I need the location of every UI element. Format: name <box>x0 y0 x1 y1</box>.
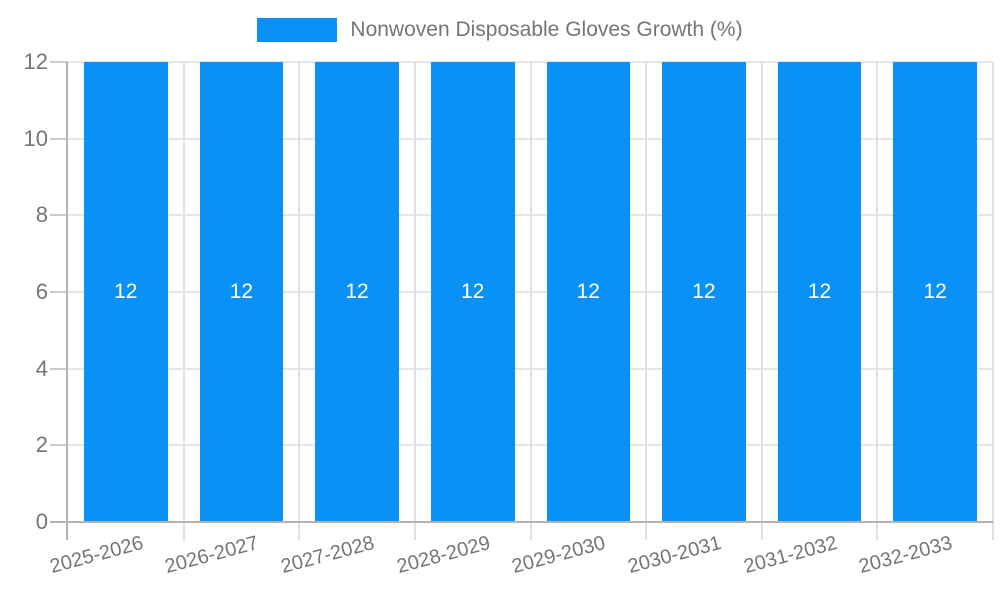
vertical-gridline <box>992 62 994 540</box>
vertical-gridline <box>760 62 763 540</box>
y-axis-tick-label: 6 <box>35 279 48 304</box>
y-axis-tick-mark <box>50 214 68 217</box>
vertical-gridline <box>645 62 648 540</box>
bar-value-label: 12 <box>114 280 138 303</box>
y-axis-tick-label: 8 <box>35 202 48 228</box>
y-axis-tick-mark <box>50 137 68 140</box>
bar[interactable]: 12 <box>84 62 168 522</box>
y-axis-tick-label: 12 <box>23 49 48 74</box>
bar-value-label: 12 <box>807 280 832 303</box>
bar-value-label: 12 <box>923 280 947 303</box>
vertical-gridline <box>413 62 416 540</box>
vertical-gridline <box>529 62 532 540</box>
vertical-gridline <box>876 62 879 540</box>
y-axis-tick-mark <box>50 291 68 293</box>
bar[interactable]: 12 <box>893 62 977 522</box>
vertical-gridline <box>182 62 185 540</box>
bar-value-label: 12 <box>576 280 600 303</box>
y-axis-tick-mark <box>50 367 68 370</box>
bar-value-label: 12 <box>692 280 716 303</box>
bar[interactable]: 12 <box>315 62 399 522</box>
bar[interactable]: 12 <box>662 62 746 522</box>
x-axis-line <box>50 521 993 523</box>
y-axis-tick-label: 0 <box>35 509 48 534</box>
bar-value-label: 12 <box>229 280 254 303</box>
y-axis-tick-label: 4 <box>35 355 48 381</box>
bar[interactable]: 12 <box>777 62 862 522</box>
legend-swatch[interactable] <box>257 18 338 42</box>
legend-label: Nonwoven Disposable Gloves Growth (%) <box>350 18 743 41</box>
y-axis-tick-mark <box>50 444 68 447</box>
bar[interactable]: 12 <box>546 62 631 522</box>
bar[interactable]: 12 <box>199 62 284 522</box>
chart-legend[interactable]: Nonwoven Disposable Gloves Growth (%) <box>0 18 1000 42</box>
y-axis-line <box>66 62 68 540</box>
bar-value-label: 12 <box>345 280 369 303</box>
y-axis-tick-label: 2 <box>35 432 48 458</box>
bar[interactable]: 12 <box>430 62 515 522</box>
y-axis-tick-label: 10 <box>23 125 48 151</box>
bar-value-label: 12 <box>461 280 485 303</box>
y-axis-tick-mark <box>50 61 68 63</box>
vertical-gridline <box>298 62 301 540</box>
